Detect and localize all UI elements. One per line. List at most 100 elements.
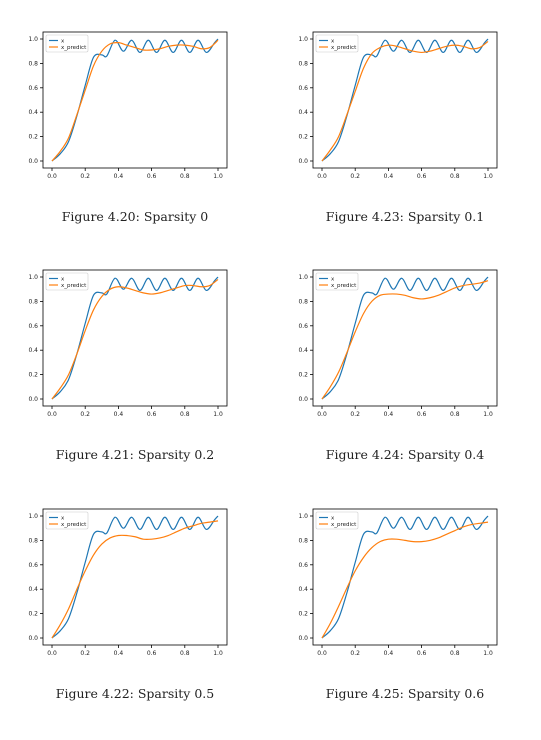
axes-frame [312, 31, 498, 169]
x-tick-label: 0.6 [147, 650, 157, 657]
y-tick-label: 0.2 [28, 611, 38, 618]
legend-box [45, 34, 89, 53]
axes-frame [42, 269, 228, 407]
x-tick-label: 0.2 [80, 411, 90, 418]
y-tick-label: 0.6 [298, 562, 308, 569]
y-tick-label: 0.8 [28, 298, 38, 305]
x-tick-label: 0.8 [450, 411, 460, 418]
axes-frame [312, 269, 498, 407]
x-tick-label: 0.6 [147, 173, 157, 180]
chart-panel-2: 0.0 0.2 0.4 0.6 0.8 1.0 0.0 0.2 0.4 0.6 0.8 1.0 x x_p… [270, 20, 540, 263]
x-tick-label: 0.8 [180, 173, 190, 180]
x-tick-label: 0.2 [350, 173, 360, 180]
y-tick-label: 0.0 [28, 396, 38, 403]
series-line-x [51, 38, 219, 162]
chart-panel-3: 0.0 0.2 0.4 0.6 0.8 1.0 0.0 0.2 0.4 0.6 0.8 1.0 x x_p… [0, 258, 270, 501]
y-tick-label: 1.0 [28, 36, 38, 43]
x-tick-label: 0.8 [180, 411, 190, 418]
legend: xx_predict [45, 511, 89, 530]
legend: xx_predict [315, 272, 359, 291]
x-tick-label: 0.2 [350, 411, 360, 418]
x-tick-label: 0.0 [317, 173, 327, 180]
y-tick-label: 1.0 [298, 274, 308, 281]
x-tick-label: 0.2 [80, 173, 90, 180]
x-tick-label: 1.0 [483, 173, 493, 180]
y-tick-label: 0.4 [28, 586, 38, 593]
series-line-x-predict [51, 520, 219, 639]
legend-label: x_predict [61, 522, 87, 528]
legend-label: x_predict [331, 45, 357, 51]
figure-caption: Figure 4.21: Sparsity 0.2 [55, 447, 215, 462]
x-tick-label: 1.0 [483, 650, 493, 657]
y-tick-label: 0.8 [298, 298, 308, 305]
y-tick-label: 0.2 [298, 611, 308, 618]
legend-label: x [331, 516, 335, 522]
chart-svg: 0.0 0.2 0.4 0.6 0.8 1.0 0.0 0.2 0.4 0.6 0.8 1.0 xx_p… [298, 508, 498, 657]
y-tick-label: 0.8 [298, 537, 308, 544]
chart-panel-1: 0.0 0.2 0.4 0.6 0.8 1.0 0.0 0.2 0.4 0.6 0.8 1.0 x x_p… [0, 20, 270, 263]
y-tick-label: 1.0 [298, 513, 308, 520]
y-tick-label: 0.6 [28, 562, 38, 569]
y-tick-label: 1.0 [298, 36, 308, 43]
x-tick-label: 0.0 [47, 650, 57, 657]
series-line-x [321, 515, 489, 639]
x-tick-label: 1.0 [213, 650, 223, 657]
legend-label: x_predict [331, 522, 357, 528]
y-tick-label: 0.6 [28, 85, 38, 92]
figure-caption: Figure 4.25: Sparsity 0.6 [325, 686, 485, 701]
y-tick-label: 0.4 [298, 586, 308, 593]
legend-label: x [331, 277, 335, 283]
y-tick-label: 1.0 [28, 513, 38, 520]
legend: xx_predict [45, 34, 89, 53]
legend-box [45, 511, 89, 530]
x-tick-label: 0.0 [47, 173, 57, 180]
x-tick-label: 0.6 [417, 650, 427, 657]
series-line-x-predict [321, 521, 489, 639]
legend-label: x_predict [61, 283, 87, 289]
legend-box [315, 272, 359, 291]
series-line-x [51, 276, 219, 400]
x-tick-label: 0.8 [450, 173, 460, 180]
y-tick-label: 0.8 [298, 60, 308, 67]
legend: xx_predict [315, 511, 359, 530]
x-tick-label: 0.4 [114, 650, 124, 657]
legend-box [315, 511, 359, 530]
legend-label: x [61, 516, 65, 522]
x-tick-label: 0.6 [417, 173, 427, 180]
x-tick-label: 0.2 [80, 650, 90, 657]
x-tick-label: 0.0 [47, 411, 57, 418]
x-tick-label: 0.0 [317, 411, 327, 418]
series-line-x [321, 276, 489, 400]
series-line-x [51, 515, 219, 639]
chart-svg: 0.0 0.2 0.4 0.6 0.8 1.0 0.0 0.2 0.4 0.6 0.8 1.0 xx_p… [298, 269, 498, 418]
figure-caption: Figure 4.20: Sparsity 0 [61, 209, 209, 224]
chart-svg: 0.0 0.2 0.4 0.6 0.8 1.0 0.0 0.2 0.4 0.6 0.8 1.0 xx_p… [28, 31, 228, 180]
y-tick-label: 0.2 [298, 372, 308, 379]
x-tick-label: 1.0 [213, 411, 223, 418]
y-tick-label: 0.0 [28, 158, 38, 165]
y-tick-label: 0.2 [28, 372, 38, 379]
legend-label: x [61, 39, 65, 45]
x-tick-label: 1.0 [213, 173, 223, 180]
y-tick-label: 0.0 [298, 158, 308, 165]
x-tick-label: 0.4 [114, 173, 124, 180]
y-tick-label: 0.4 [28, 347, 38, 354]
x-tick-label: 0.4 [384, 173, 394, 180]
figure-caption: Figure 4.24: Sparsity 0.4 [325, 447, 485, 462]
series-line-x-predict [51, 39, 219, 162]
legend-box [315, 34, 359, 53]
x-tick-label: 0.2 [350, 650, 360, 657]
chart-svg: 0.0 0.2 0.4 0.6 0.8 1.0 0.0 0.2 0.4 0.6 0.8 1.0 xx_p… [28, 269, 228, 418]
legend-label: x [331, 39, 335, 45]
y-tick-label: 0.0 [298, 635, 308, 642]
x-tick-label: 0.4 [384, 650, 394, 657]
x-tick-label: 0.6 [417, 411, 427, 418]
figure-caption: Figure 4.23: Sparsity 0.1 [325, 209, 485, 224]
figure-caption: Figure 4.22: Sparsity 0.5 [55, 686, 215, 701]
series-line-x [321, 38, 489, 162]
chart-svg: 0.0 0.2 0.4 0.6 0.8 1.0 0.0 0.2 0.4 0.6 0.8 1.0 xx_p… [28, 508, 228, 657]
y-tick-label: 0.6 [28, 323, 38, 330]
y-tick-label: 1.0 [28, 274, 38, 281]
legend-label: x_predict [331, 283, 357, 289]
y-tick-label: 0.6 [298, 85, 308, 92]
